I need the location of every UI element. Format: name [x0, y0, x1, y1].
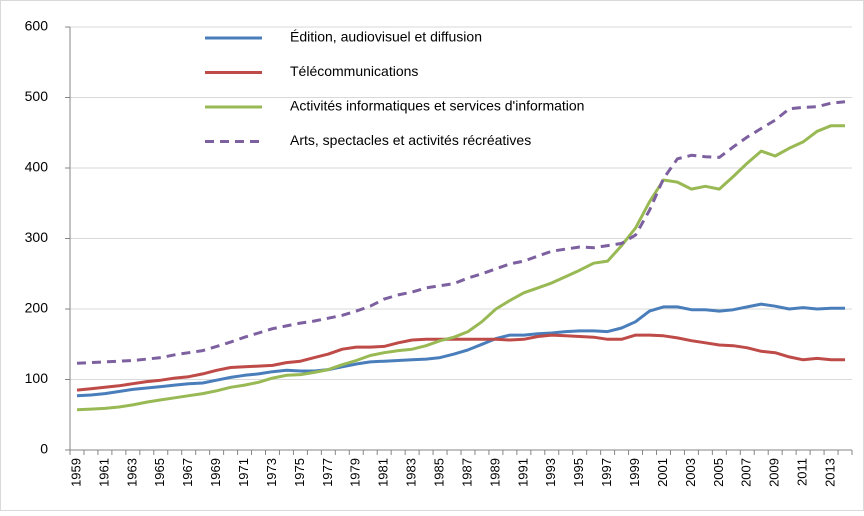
x-tick-label: 1997 [599, 458, 614, 487]
x-tick-label: 2005 [711, 458, 726, 487]
series-line [76, 302, 845, 398]
x-tick-label: 1979 [348, 458, 363, 487]
y-tick-label: 100 [25, 370, 49, 386]
x-tick-label: 1985 [431, 458, 446, 487]
legend-label: Activités informatiques et services d'in… [290, 98, 584, 114]
x-tick-label: 1971 [236, 458, 251, 487]
x-tick-label: 1977 [320, 458, 335, 487]
y-tick-label: 600 [25, 18, 49, 34]
series-line [76, 100, 846, 365]
x-tick-label: 1969 [208, 458, 223, 487]
x-tick-label: 1999 [627, 458, 642, 487]
x-tick-label: 1993 [543, 458, 558, 487]
series-line [76, 124, 845, 412]
y-tick-label: 0 [40, 441, 48, 457]
x-tick-label: 2003 [683, 458, 698, 487]
x-tick-label: 1963 [124, 458, 139, 487]
y-tick-label: 300 [25, 229, 49, 245]
x-tick-label: 2013 [822, 458, 837, 487]
legend-label: Édition, audiovisuel et diffusion [290, 29, 482, 45]
x-tick-label: 1987 [459, 458, 474, 487]
x-tick-label: 2009 [767, 458, 782, 487]
x-tick-label: 1983 [404, 458, 419, 487]
x-tick-label: 1959 [68, 458, 83, 487]
x-tick-label: 1967 [180, 458, 195, 487]
x-tick-label: 1981 [376, 458, 391, 487]
x-tick-label: 2011 [795, 458, 810, 486]
y-tick-label: 500 [25, 88, 49, 104]
x-tick-label: 1989 [487, 458, 502, 487]
y-tick-label: 200 [25, 300, 49, 316]
x-tick-label: 2007 [739, 458, 754, 487]
x-tick-label: 1973 [264, 458, 279, 487]
x-tick-label: 1965 [152, 458, 167, 487]
y-tick-label: 400 [25, 159, 49, 175]
x-tick-label: 1961 [96, 458, 111, 487]
x-tick-label: 1995 [571, 458, 586, 487]
x-tick-label: 1975 [292, 458, 307, 487]
x-tick-label: 2001 [655, 458, 670, 487]
legend-label: Télécommunications [290, 63, 418, 79]
x-tick-label: 1991 [515, 458, 530, 487]
series-line [76, 333, 845, 392]
legend-label: Arts, spectacles et activités récréative… [290, 132, 531, 148]
